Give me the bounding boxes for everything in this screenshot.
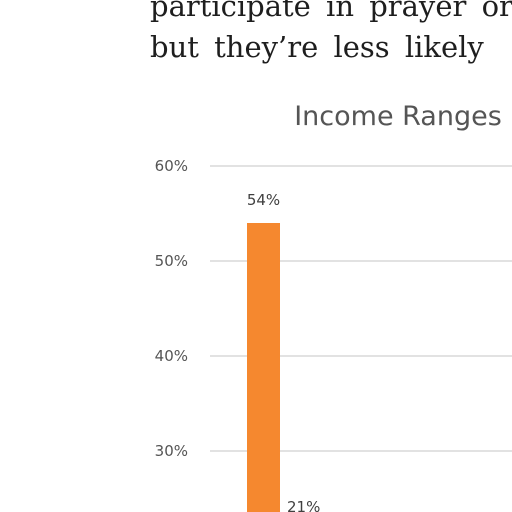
- body-text: participate in prayer or but they’re les…: [150, 0, 512, 68]
- y-tick-label: 40%: [155, 347, 188, 365]
- bars: [247, 223, 280, 512]
- data-labels: 54% 21%: [247, 191, 321, 512]
- data-label: 54%: [247, 191, 280, 209]
- data-label: 21%: [287, 498, 320, 512]
- y-tick-label: 50%: [155, 252, 188, 270]
- body-text-line: participate in prayer or: [150, 0, 512, 23]
- y-tick-label: 30%: [155, 442, 188, 460]
- y-axis-ticks: 30% 40% 50% 60%: [155, 157, 188, 460]
- y-tick-label: 60%: [155, 157, 188, 175]
- body-text-line: but they’re less likely: [150, 30, 484, 64]
- bar: [247, 223, 280, 512]
- chart-title: Income Ranges: [294, 101, 502, 132]
